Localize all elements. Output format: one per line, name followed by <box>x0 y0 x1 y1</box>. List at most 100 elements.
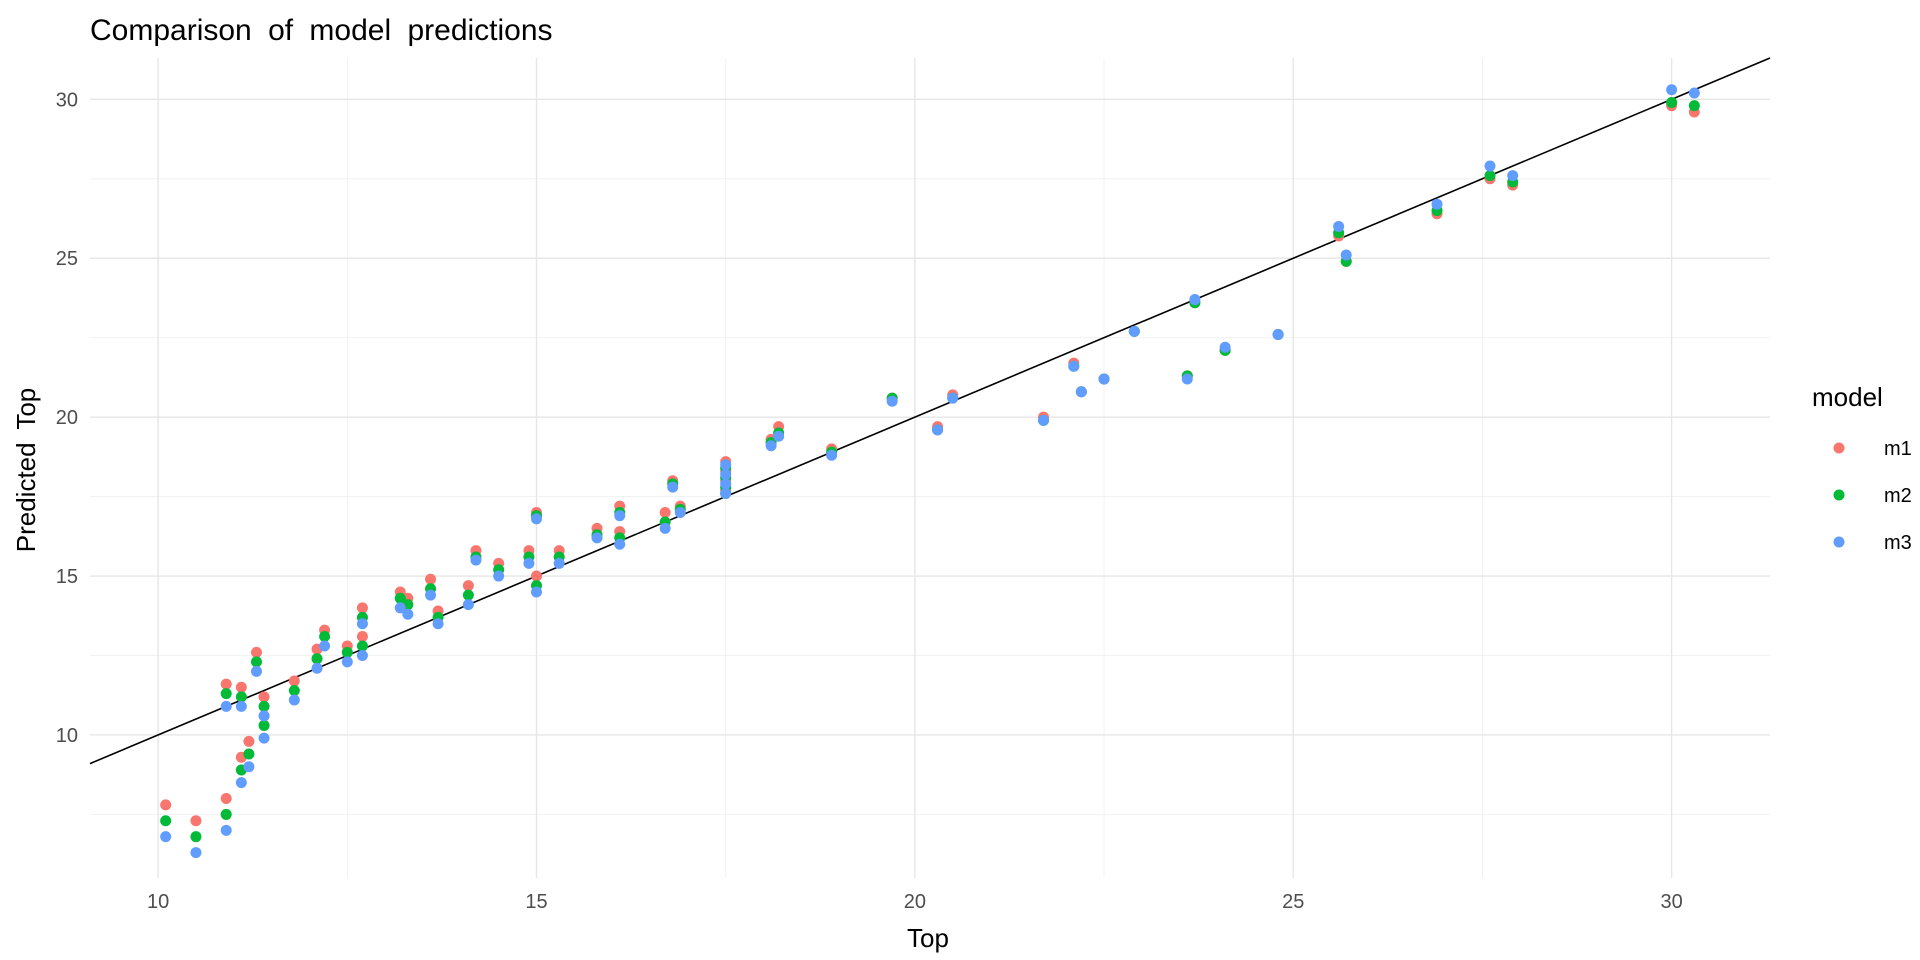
point-m3 <box>190 847 202 859</box>
point-m3 <box>311 662 323 674</box>
point-m3 <box>462 599 474 611</box>
point-m3 <box>402 608 414 620</box>
point-m2 <box>243 748 255 760</box>
point-m3 <box>250 665 262 677</box>
point-m3 <box>319 640 331 652</box>
point-m1 <box>258 691 270 703</box>
point-m1 <box>160 799 172 811</box>
series-m3 <box>160 84 1700 859</box>
legend-title: model <box>1812 382 1883 412</box>
point-m3 <box>235 777 247 789</box>
point-m2 <box>356 640 368 652</box>
point-m3 <box>1666 84 1678 96</box>
x-axis-ticks: 10 15 20 25 30 <box>147 891 1683 913</box>
point-m2 <box>160 815 172 827</box>
y-axis-ticks: 10 15 20 25 30 <box>56 89 78 747</box>
point-m3 <box>243 761 255 773</box>
point-m1 <box>659 506 671 518</box>
point-m1 <box>288 675 300 687</box>
point-m3 <box>220 700 232 712</box>
legend-label-m3: m3 <box>1884 532 1912 554</box>
point-m1 <box>220 678 232 690</box>
point-m2 <box>250 656 262 668</box>
point-m3 <box>553 557 565 569</box>
point-m3 <box>1507 170 1519 182</box>
point-m2 <box>462 589 474 601</box>
point-m1 <box>356 602 368 614</box>
grid <box>90 58 1770 878</box>
y-tick-label: 15 <box>56 566 78 588</box>
point-m3 <box>1333 220 1345 232</box>
point-m2 <box>394 592 406 604</box>
point-m3 <box>1688 87 1700 99</box>
point-m3 <box>1038 414 1050 426</box>
point-m3 <box>667 481 679 493</box>
point-m3 <box>1181 373 1193 385</box>
point-m1 <box>243 735 255 747</box>
point-m2 <box>190 831 202 843</box>
point-m2 <box>258 700 270 712</box>
point-m3 <box>1272 329 1284 341</box>
point-m2 <box>288 684 300 696</box>
point-m2 <box>341 646 353 658</box>
point-m3 <box>1340 249 1352 261</box>
point-m3 <box>826 449 838 461</box>
legend-key-m1 <box>1833 442 1845 454</box>
point-m3 <box>470 554 482 566</box>
point-m3 <box>341 656 353 668</box>
point-m3 <box>591 532 603 544</box>
point-m3 <box>356 650 368 662</box>
point-m3 <box>659 522 671 534</box>
point-m3 <box>1189 294 1201 306</box>
point-m3 <box>425 589 437 601</box>
point-m3 <box>765 440 777 452</box>
point-m3 <box>530 513 542 525</box>
point-m3 <box>674 506 686 518</box>
legend-key-m3 <box>1833 536 1845 548</box>
point-m3 <box>1431 198 1443 210</box>
point-m2 <box>235 691 247 703</box>
data-points <box>160 84 1700 859</box>
point-m3 <box>886 395 898 407</box>
point-m2 <box>1666 96 1678 108</box>
point-m1 <box>462 580 474 592</box>
point-m2 <box>1484 170 1496 182</box>
point-m3 <box>530 586 542 598</box>
point-m3 <box>614 510 626 522</box>
point-m2 <box>1688 100 1700 112</box>
point-m3 <box>1484 160 1496 172</box>
point-m1 <box>425 573 437 585</box>
point-m3 <box>720 478 732 490</box>
point-m3 <box>394 602 406 614</box>
point-m3 <box>1098 373 1110 385</box>
y-tick-label: 30 <box>56 89 78 111</box>
x-tick-label: 20 <box>904 891 926 913</box>
point-m1 <box>250 646 262 658</box>
point-m2 <box>220 808 232 820</box>
point-m2 <box>220 688 232 700</box>
x-tick-label: 10 <box>147 891 169 913</box>
point-m3 <box>160 831 172 843</box>
y-tick-label: 25 <box>56 248 78 270</box>
point-m3 <box>947 392 959 404</box>
legend-items: m1 m2 m3 <box>1833 438 1912 554</box>
point-m3 <box>235 700 247 712</box>
point-m3 <box>432 618 444 630</box>
x-tick-label: 30 <box>1660 891 1682 913</box>
legend-label-m1: m1 <box>1884 438 1912 460</box>
chart-title: Comparison of model predictions <box>90 14 553 47</box>
x-axis-title: Top <box>907 923 949 953</box>
point-m3 <box>258 710 270 722</box>
point-m3 <box>493 570 505 582</box>
point-m3 <box>720 459 732 471</box>
point-m2 <box>319 630 331 642</box>
point-m3 <box>720 487 732 499</box>
point-m3 <box>523 557 535 569</box>
point-m3 <box>1219 341 1231 353</box>
point-m3 <box>1068 360 1080 372</box>
legend-key-m2 <box>1833 489 1845 501</box>
point-m1 <box>220 793 232 805</box>
point-m3 <box>773 430 785 442</box>
